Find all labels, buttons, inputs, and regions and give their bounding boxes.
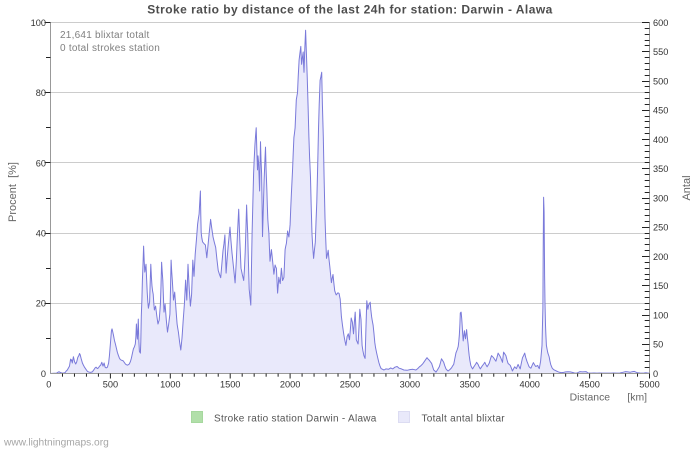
svg-text:Distance [km]: Distance [km]: [570, 393, 647, 404]
svg-text:Stroke ratio station Darwin -: Stroke ratio station Darwin - Alawa: [214, 414, 377, 425]
svg-text:Antal: Antal: [681, 175, 693, 200]
svg-text:Procent [%]: Procent [%]: [7, 162, 19, 222]
svg-text:Totalt antal blixtar: Totalt antal blixtar: [422, 414, 506, 425]
svg-text:www.lightningmaps.org: www.lightningmaps.org: [3, 438, 109, 449]
svg-text:200: 200: [653, 252, 668, 262]
svg-text:3000: 3000: [400, 380, 420, 390]
svg-text:40: 40: [36, 229, 46, 239]
svg-text:500: 500: [103, 380, 118, 390]
svg-text:0: 0: [41, 369, 46, 379]
svg-text:4500: 4500: [579, 380, 599, 390]
svg-text:100: 100: [653, 310, 668, 320]
svg-text:0 total strokes station: 0 total strokes station: [60, 43, 160, 54]
svg-text:2000: 2000: [280, 380, 300, 390]
svg-text:1000: 1000: [160, 380, 180, 390]
svg-text:20: 20: [36, 299, 46, 309]
svg-text:0: 0: [46, 380, 51, 390]
svg-text:2500: 2500: [340, 380, 360, 390]
svg-text:350: 350: [653, 164, 668, 174]
svg-text:100: 100: [31, 18, 46, 28]
svg-text:Stroke ratio by distance of th: Stroke ratio by distance of the last 24h…: [147, 3, 553, 17]
svg-text:0: 0: [653, 369, 658, 379]
svg-text:60: 60: [36, 158, 46, 168]
svg-text:250: 250: [653, 223, 668, 233]
svg-text:21,641 blixtar totalt: 21,641 blixtar totalt: [60, 30, 150, 41]
svg-text:550: 550: [653, 47, 668, 57]
svg-text:5000: 5000: [639, 380, 659, 390]
svg-text:500: 500: [653, 76, 668, 86]
svg-text:450: 450: [653, 106, 668, 116]
svg-text:50: 50: [653, 340, 663, 350]
svg-text:3500: 3500: [460, 380, 480, 390]
svg-text:1500: 1500: [220, 380, 240, 390]
svg-text:300: 300: [653, 193, 668, 203]
svg-text:150: 150: [653, 281, 668, 291]
svg-text:400: 400: [653, 135, 668, 145]
svg-text:80: 80: [36, 88, 46, 98]
svg-text:4000: 4000: [519, 380, 539, 390]
svg-text:600: 600: [653, 18, 668, 28]
